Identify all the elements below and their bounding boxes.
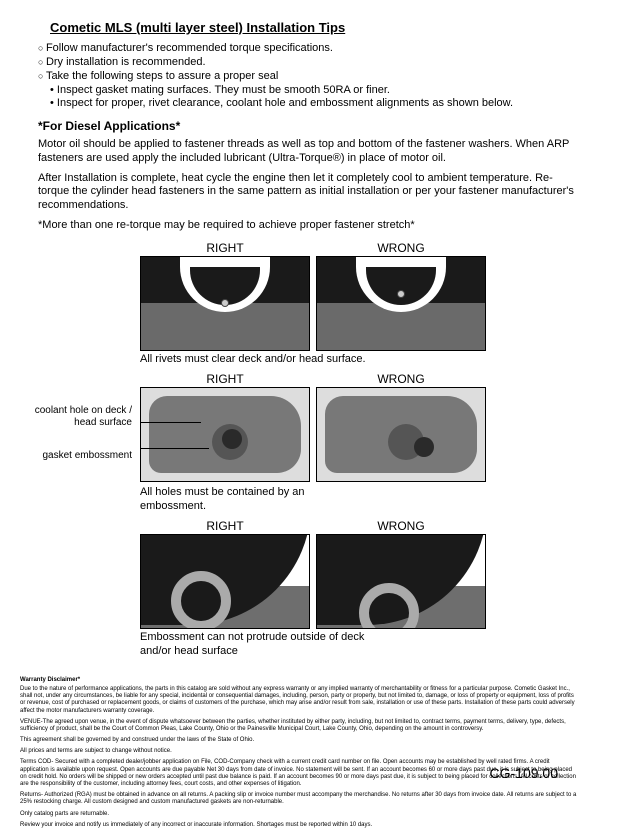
bullets: Follow manufacturer's recommended torque…	[38, 42, 578, 111]
disclaimer-p1: Due to the nature of performance applica…	[20, 686, 578, 715]
disclaimer-p6: Returns- Authorized (RGA) must be obtain…	[20, 792, 578, 806]
caption-3: Embossment can not protrude outside of d…	[20, 631, 370, 659]
diesel-p1: Motor oil should be applied to fastener …	[38, 138, 578, 166]
disclaimer-p4: All prices and terms are subject to chan…	[20, 748, 578, 755]
label-coolant: coolant hole on deck / head surface	[20, 405, 132, 428]
diagrams: RIGHT WRONG All rivets must clear deck a…	[20, 241, 578, 659]
diagram-2-wrong	[316, 387, 486, 482]
diesel-p3: *More than one re-torque may be required…	[38, 219, 578, 233]
hdr-wrong-3: WRONG	[316, 519, 486, 534]
doc-title: Cometic MLS (multi layer steel) Installa…	[50, 20, 578, 36]
hdr-wrong-1: WRONG	[316, 241, 486, 256]
diagram-1-wrong	[316, 256, 486, 351]
diagram-3-wrong	[316, 534, 486, 629]
hdr-right-1: RIGHT	[140, 241, 310, 256]
diesel-heading: *For Diesel Applications*	[38, 119, 578, 134]
hdr-wrong-2: WRONG	[316, 372, 486, 387]
disclaimer-p3: This agreement shall be governed by and …	[20, 737, 578, 744]
caption-1: All rivets must clear deck and/or head s…	[20, 353, 370, 367]
label-emboss: gasket embossment	[20, 450, 132, 462]
diagram-2-right	[140, 387, 310, 482]
diagram-3-right	[140, 534, 310, 629]
subbullet-1: Inspect gasket mating surfaces. They mus…	[38, 84, 578, 98]
disclaimer-p7: Only catalog parts are returnable.	[20, 811, 578, 818]
disclaimer-p2: VENUE-The agreed upon venue, in the even…	[20, 719, 578, 733]
hdr-right-3: RIGHT	[140, 519, 310, 534]
hdr-right-2: RIGHT	[140, 372, 310, 387]
disclaimer: Warranty Disclaimer* Due to the nature o…	[20, 677, 578, 829]
diesel-p2: After Installation is complete, heat cyc…	[38, 172, 578, 213]
disclaimer-heading: Warranty Disclaimer*	[20, 677, 578, 684]
diagram-1-right	[140, 256, 310, 351]
subbullet-2: Inspect for proper, rivet clearance, coo…	[38, 97, 578, 111]
bullet-2: Dry installation is recommended.	[38, 56, 578, 70]
bullet-3: Take the following steps to assure a pro…	[38, 70, 578, 84]
disclaimer-p8: Review your invoice and notify us immedi…	[20, 822, 578, 829]
bullet-1: Follow manufacturer's recommended torque…	[38, 42, 578, 56]
page-number: CG-109.00	[490, 765, 558, 783]
caption-2: All holes must be contained by an emboss…	[20, 486, 370, 514]
